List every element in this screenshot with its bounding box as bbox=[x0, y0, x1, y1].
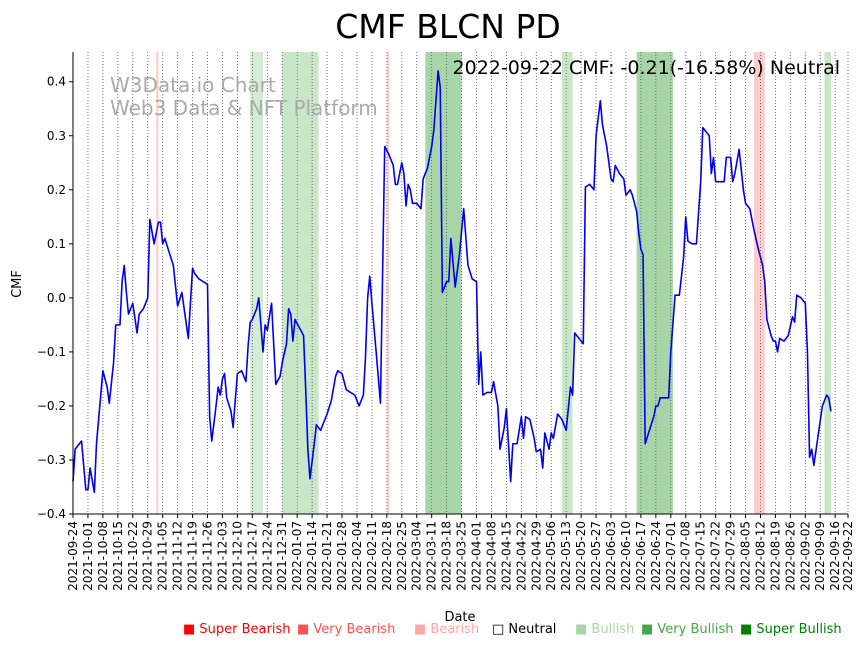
x-tick-label-7: 2021-11-12 bbox=[171, 521, 185, 591]
x-tick-label-3: 2021-10-15 bbox=[111, 521, 125, 591]
x-tick-label-34: 2022-05-20 bbox=[574, 521, 588, 591]
x-tick-label-52: 2022-09-22 bbox=[841, 521, 855, 591]
bands-layer bbox=[156, 52, 831, 514]
x-tick-label-48: 2022-08-26 bbox=[783, 521, 797, 591]
x-tick-label-0: 2021-09-24 bbox=[66, 521, 80, 591]
x-ticks: 2021-09-24 2021-10-01 2021-10-08 2021-10-15… bbox=[66, 514, 855, 591]
x-tick-label-26: 2022-03-25 bbox=[455, 521, 469, 591]
x-axis-label: Date bbox=[444, 610, 475, 625]
x-tick-label-47: 2022-08-19 bbox=[768, 521, 782, 591]
y-tick-label-1: −0.3 bbox=[37, 453, 66, 467]
x-tick-label-46: 2022-08-12 bbox=[753, 521, 767, 591]
signal-band-8 bbox=[824, 52, 831, 514]
x-tick-label-28: 2022-04-08 bbox=[484, 521, 498, 591]
signal-band-1 bbox=[250, 52, 264, 514]
signal-band-2 bbox=[282, 52, 319, 514]
x-tick-label-25: 2022-03-18 bbox=[440, 521, 454, 591]
y-tick-label-5: 0.1 bbox=[47, 237, 66, 251]
y-tick-label-0: −0.4 bbox=[37, 507, 66, 521]
x-tick-label-15: 2022-01-07 bbox=[290, 521, 304, 591]
x-tick-label-20: 2022-02-11 bbox=[365, 521, 379, 591]
x-tick-label-10: 2021-12-03 bbox=[215, 521, 229, 591]
x-tick-label-44: 2022-07-29 bbox=[724, 521, 738, 591]
x-tick-label-11: 2021-12-10 bbox=[230, 521, 244, 591]
x-tick-label-40: 2022-07-01 bbox=[664, 521, 678, 591]
x-tick-label-18: 2022-01-28 bbox=[335, 521, 349, 591]
x-tick-label-35: 2022-05-27 bbox=[589, 521, 603, 591]
x-tick-label-27: 2022-04-01 bbox=[470, 521, 484, 591]
x-tick-label-19: 2022-02-04 bbox=[350, 521, 364, 591]
y-tick-label-2: −0.2 bbox=[37, 399, 66, 413]
x-tick-label-41: 2022-07-08 bbox=[679, 521, 693, 591]
chart-title: CMF BLCN PD bbox=[335, 7, 561, 46]
legend: ■ Super Bearish ■ Very Bearish ■ Bearish □ … bbox=[183, 622, 842, 637]
x-tick-label-24: 2022-03-11 bbox=[425, 521, 439, 591]
legend-item-2: ■ Bearish bbox=[414, 622, 479, 637]
watermark-line-2: Web3 Data & NFT Platform bbox=[110, 96, 378, 120]
x-tick-label-50: 2022-09-09 bbox=[813, 521, 827, 591]
cmf-series-line bbox=[72, 70, 832, 494]
x-tick-label-33: 2022-05-13 bbox=[559, 521, 573, 591]
x-tick-label-4: 2021-10-22 bbox=[126, 521, 140, 591]
signal-band-3 bbox=[386, 52, 389, 514]
x-tick-label-16: 2022-01-14 bbox=[305, 521, 319, 591]
y-tick-label-7: 0.3 bbox=[47, 129, 66, 143]
x-tick-label-30: 2022-04-22 bbox=[514, 521, 528, 591]
signal-band-6 bbox=[636, 52, 673, 514]
x-tick-label-45: 2022-08-05 bbox=[739, 521, 753, 591]
x-tick-label-29: 2022-04-15 bbox=[499, 521, 513, 591]
x-tick-label-39: 2022-06-24 bbox=[649, 521, 663, 591]
legend-item-4: ■ Bullish bbox=[575, 622, 634, 637]
legend-item-0: ■ Super Bearish bbox=[183, 622, 291, 637]
y-tick-label-6: 0.2 bbox=[47, 183, 66, 197]
y-axis-label: CMF bbox=[10, 270, 25, 298]
y-tick-label-4: 0.0 bbox=[47, 291, 66, 305]
x-tick-label-2: 2021-10-08 bbox=[96, 521, 110, 591]
x-tick-label-5: 2021-10-29 bbox=[141, 521, 155, 591]
legend-item-3: □ Neutral bbox=[492, 622, 556, 637]
x-tick-label-8: 2021-11-19 bbox=[186, 521, 200, 591]
y-tick-label-3: −0.1 bbox=[37, 345, 66, 359]
x-tick-label-22: 2022-02-25 bbox=[395, 521, 409, 591]
y-ticks: −0.4 −0.3 −0.2 −0.1 0.0 0.1 0.2 0.3 0.4 bbox=[37, 75, 73, 521]
latest-value-annotation: 2022-09-22 CMF: -0.21(-16.58%) Neutral bbox=[453, 57, 840, 79]
x-tick-label-42: 2022-07-15 bbox=[694, 521, 708, 591]
signal-band-0 bbox=[156, 52, 159, 514]
x-tick-label-6: 2021-11-05 bbox=[156, 521, 170, 591]
legend-item-5: ■ Very Bullish bbox=[641, 622, 733, 637]
legend-item-1: ■ Very Bearish bbox=[297, 622, 395, 637]
x-tick-label-21: 2022-02-18 bbox=[380, 521, 394, 591]
x-tick-label-13: 2021-12-24 bbox=[260, 521, 274, 591]
x-tick-label-49: 2022-09-02 bbox=[798, 521, 812, 591]
x-tick-label-14: 2021-12-31 bbox=[275, 521, 289, 591]
x-tick-label-23: 2022-03-04 bbox=[410, 521, 424, 591]
x-tick-label-32: 2022-05-06 bbox=[544, 521, 558, 591]
x-tick-label-17: 2022-01-21 bbox=[320, 521, 334, 591]
axes-layer bbox=[72, 52, 848, 515]
x-tick-label-43: 2022-07-22 bbox=[709, 521, 723, 591]
x-tick-label-51: 2022-09-16 bbox=[828, 521, 842, 591]
watermark-line-1: W3Data.io Chart bbox=[110, 73, 276, 97]
grid-layer bbox=[72, 52, 849, 514]
y-tick-label-8: 0.4 bbox=[47, 75, 66, 89]
x-tick-label-36: 2022-06-03 bbox=[604, 521, 618, 591]
legend-item-6: ■ Super Bullish bbox=[740, 622, 842, 637]
x-tick-label-12: 2021-12-17 bbox=[245, 521, 259, 591]
x-tick-label-37: 2022-06-10 bbox=[619, 521, 633, 591]
x-tick-label-38: 2022-06-17 bbox=[634, 521, 648, 591]
signal-band-5 bbox=[561, 52, 573, 514]
x-tick-label-1: 2021-10-01 bbox=[81, 521, 95, 591]
x-tick-label-9: 2021-11-26 bbox=[201, 521, 215, 591]
x-tick-label-31: 2022-04-29 bbox=[529, 521, 543, 591]
signal-band-7 bbox=[754, 52, 765, 514]
